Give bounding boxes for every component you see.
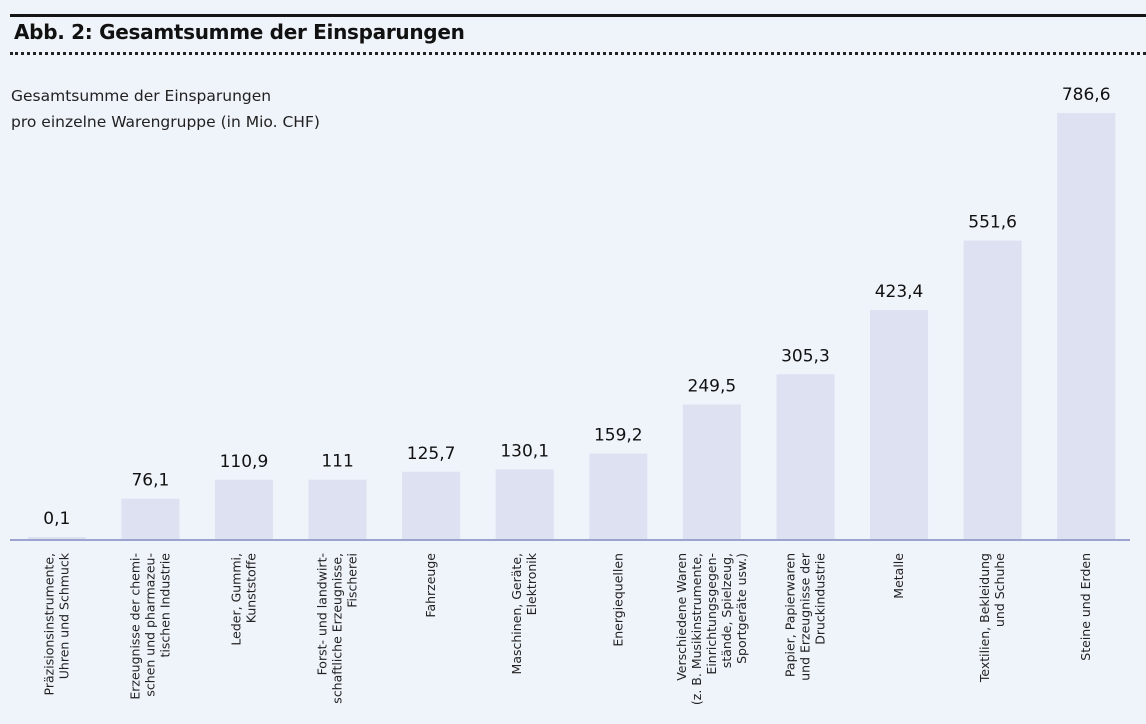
category-label: Textilien, Bekleidung und Schuhe: [977, 553, 1007, 683]
value-label: 125,7: [407, 444, 456, 464]
bar: [776, 374, 835, 540]
category-label: Leder, Gummi, Kunststoffe: [228, 553, 258, 646]
dotted-divider: [10, 52, 1146, 55]
category-label-line: Druckindustrie: [812, 553, 827, 645]
bar: [589, 453, 648, 540]
category-label: Steine und Erden: [1078, 553, 1093, 661]
category-label-line: Forst- und landwirt-: [315, 553, 330, 675]
chart-subtitle: Gesamtsumme der Einsparungen pro einzeln…: [11, 83, 320, 135]
category-label-line: Sportgeräte usw.): [734, 553, 749, 664]
bar: [308, 479, 367, 540]
category-label-line: Erzeugnisse der chemi-: [127, 553, 142, 700]
category-label-line: tischen Industrie: [157, 553, 172, 658]
category-label-line: Einrichtungsgegen-: [704, 553, 719, 675]
category-label: Präzisionsinstrumente, Uhren und Schmuck: [41, 552, 71, 695]
category-label: Erzeugnisse der chemi-schen und pharmaze…: [127, 553, 172, 700]
category-label: Energiequellen: [610, 553, 625, 647]
category-labels-group: Präzisionsinstrumente, Uhren und Schmuck E…: [41, 552, 1093, 705]
value-labels-group: 0,1 76,1 110,9 111 125,7 130,1 159,2 249,5 305,3…: [43, 85, 1110, 529]
bar: [870, 310, 929, 540]
subtitle-line-1: Gesamtsumme der Einsparungen: [11, 87, 272, 105]
bars-group: [27, 113, 1116, 541]
value-label: 423,4: [875, 282, 924, 302]
bar: [121, 498, 180, 540]
value-label: 111: [321, 452, 353, 472]
category-label-line: Papier, Papierwaren: [782, 553, 797, 677]
value-label: 551,6: [968, 213, 1017, 233]
bar: [402, 471, 461, 540]
category-label-line: Kunststoffe: [243, 553, 258, 624]
category-label-line: Steine und Erden: [1078, 553, 1093, 661]
value-label: 76,1: [131, 471, 169, 491]
category-label-line: Fahrzeuge: [423, 553, 438, 618]
value-label: 249,5: [688, 377, 737, 397]
category-label-line: Fischerei: [345, 553, 360, 608]
bar: [214, 479, 273, 540]
category-label: Maschinen, Geräte, Elektronik: [509, 552, 539, 674]
category-label-line: Energiequellen: [610, 553, 625, 647]
bar: [682, 404, 741, 540]
category-label-line: (z. B. Musikinstrumente,: [689, 553, 704, 705]
category-label-line: schen und pharmazeu-: [142, 553, 157, 697]
category-label-line: Metalle: [891, 553, 906, 599]
value-label: 110,9: [220, 452, 269, 472]
category-label-line: Uhren und Schmuck: [56, 552, 71, 679]
category-label-line: Verschiedene Waren: [674, 553, 689, 681]
category-label-line: Maschinen, Geräte,: [509, 553, 524, 674]
category-label: Metalle: [891, 553, 906, 599]
subtitle-line-2: pro einzelne Warengruppe (in Mio. CHF): [11, 113, 320, 131]
category-label-line: stände, Spielzeug,: [719, 553, 734, 668]
value-label: 786,6: [1062, 85, 1111, 105]
category-label-line: Leder, Gummi,: [228, 553, 243, 646]
value-label: 305,3: [781, 346, 830, 366]
value-label: 130,1: [500, 441, 549, 461]
category-label: Papier, Papierwaren und Erzeugnisse der Dr…: [782, 552, 827, 681]
category-label-line: und Erzeugnisse der: [797, 552, 812, 681]
category-label-line: schaftliche Erzeugnisse,: [330, 553, 345, 704]
bar: [1057, 113, 1116, 540]
category-label: Forst- und landwirt-schaftliche Erzeugni…: [315, 553, 360, 704]
top-rule: [10, 14, 1146, 17]
category-label: Verschiedene Waren (z. B. Musikinstrument…: [674, 553, 749, 705]
value-label: 159,2: [594, 426, 643, 446]
figure-title: Abb. 2: Gesamtsumme der Einsparungen: [14, 20, 465, 44]
category-label-line: Elektronik: [524, 552, 539, 615]
bar: [27, 537, 86, 540]
category-label-line: Textilien, Bekleidung: [977, 553, 992, 683]
category-label-line: Präzisionsinstrumente,: [41, 553, 56, 695]
category-label: Fahrzeuge: [423, 553, 438, 618]
category-label-line: und Schuhe: [992, 553, 1007, 627]
bar: [963, 240, 1022, 541]
bar: [495, 469, 554, 540]
value-label: 0,1: [43, 509, 70, 529]
